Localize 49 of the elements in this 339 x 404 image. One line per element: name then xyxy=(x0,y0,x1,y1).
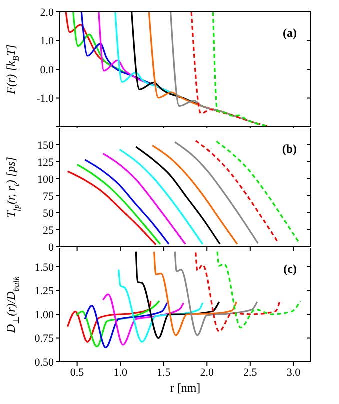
line-series xyxy=(84,302,168,349)
x-tick-label: 1.5 xyxy=(156,366,172,379)
line-series xyxy=(118,148,204,246)
line-series xyxy=(118,269,204,343)
line-series xyxy=(135,146,221,246)
annotation: (c) xyxy=(284,262,297,277)
x-tick-label: 3.0 xyxy=(286,366,302,379)
x-tick-label: 0.5 xyxy=(70,366,85,379)
line-series xyxy=(195,140,280,244)
line-series xyxy=(102,294,185,346)
line-series xyxy=(76,300,160,348)
y-tick-label: 1.50 xyxy=(34,262,54,274)
x-tick-label: 1.0 xyxy=(114,366,128,379)
y-tick-label: 0.50 xyxy=(34,356,54,369)
y-tick-label: 2.0 xyxy=(40,6,54,19)
y-tick-label: 1.00 xyxy=(34,309,54,322)
line-series xyxy=(195,252,281,332)
line-series xyxy=(174,141,260,244)
y-tick-label: 0 xyxy=(48,242,54,254)
line-series xyxy=(152,144,238,246)
line-series xyxy=(216,140,301,244)
line-series xyxy=(66,300,152,343)
y-tick-label: 100 xyxy=(38,174,54,186)
line-series xyxy=(66,170,157,246)
line-series xyxy=(154,251,238,336)
line-series xyxy=(114,12,204,108)
annotation: (b) xyxy=(282,142,297,157)
line-series xyxy=(212,12,269,127)
y-tick-label: 150 xyxy=(38,140,54,152)
y-tick-label: 1.0 xyxy=(40,36,54,48)
line-series xyxy=(174,251,258,336)
annotation: (a) xyxy=(283,26,297,41)
line-series xyxy=(102,153,186,246)
line-series xyxy=(84,159,170,246)
line-series xyxy=(135,251,220,340)
y-tick-label: 0.0 xyxy=(40,64,54,76)
x-tick-label: 2.0 xyxy=(200,366,215,379)
y-tick-label: 1.25 xyxy=(34,286,54,298)
x-axis-title: r [nm] xyxy=(170,381,201,395)
y-tick-label: 75 xyxy=(43,190,54,203)
x-tick-label: 2.5 xyxy=(244,366,258,379)
y-tick-label: 50 xyxy=(43,208,54,220)
line-series xyxy=(190,12,269,127)
y-tick-label: 25 xyxy=(43,224,54,237)
y-tick-label: 125 xyxy=(38,156,54,169)
line-series xyxy=(76,164,162,246)
y-tick-label: 0.75 xyxy=(34,333,54,346)
y-tick-label: -1.0 xyxy=(36,93,54,106)
line-series xyxy=(216,251,302,329)
